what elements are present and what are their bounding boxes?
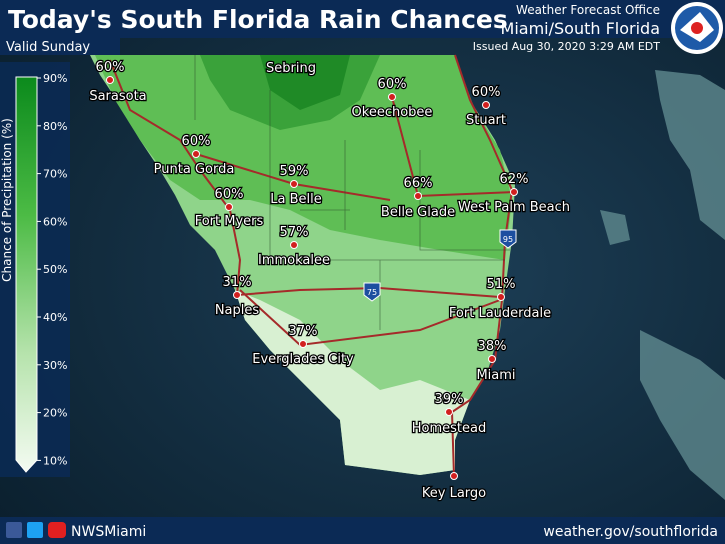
- city-name: Okeechobee: [352, 105, 433, 120]
- title: Today's South Florida Rain Chances: [8, 5, 508, 34]
- city-name: Sarasota: [89, 89, 146, 104]
- city-chance: 62%: [500, 172, 529, 187]
- legend-tick-label: 20%: [43, 407, 67, 420]
- interstate-75: 75: [363, 282, 381, 302]
- legend-tick-label: 10%: [43, 454, 67, 467]
- valid-bar: [0, 38, 120, 55]
- city-dot: [445, 408, 453, 416]
- region-label: Sebring: [266, 61, 316, 76]
- legend-tick-label: 80%: [43, 120, 67, 133]
- legend-tick-label: 90%: [43, 72, 67, 85]
- city-dot: [497, 293, 505, 301]
- city-name: Immokalee: [258, 253, 330, 268]
- valid: Valid Sunday: [6, 40, 90, 55]
- legend-tick-label: 60%: [43, 215, 67, 228]
- shield-label: 95: [503, 235, 513, 244]
- city-chance: 60%: [472, 85, 501, 100]
- city-chance: 60%: [182, 134, 211, 149]
- footer-bar: [0, 517, 725, 544]
- city-dot: [290, 180, 298, 188]
- rain-highest: [260, 55, 350, 110]
- city-dot: [414, 192, 422, 200]
- city-dot: [488, 355, 496, 363]
- city-dot: [192, 150, 200, 158]
- nws-logo: [671, 2, 723, 54]
- city-name: Naples: [215, 303, 260, 318]
- facebook-icon[interactable]: [6, 522, 22, 538]
- interstate-95: 95: [499, 229, 517, 249]
- city-name: La Belle: [270, 192, 321, 207]
- city-chance: 60%: [215, 187, 244, 202]
- city-name: Homestead: [412, 421, 486, 436]
- city-chance: 38%: [478, 339, 507, 354]
- city-chance: 66%: [404, 176, 433, 191]
- city-dot: [299, 340, 307, 348]
- city-dot: [225, 203, 233, 211]
- legend-label: Chance of Precipitation (%): [0, 118, 14, 282]
- city-chance: 51%: [487, 277, 516, 292]
- city-name: Belle Glade: [381, 205, 455, 220]
- city-dot: [290, 241, 298, 249]
- legend-bar: [15, 76, 38, 473]
- city-dot: [106, 76, 114, 84]
- city-chance: 59%: [280, 164, 309, 179]
- city-chance: 60%: [96, 60, 125, 75]
- city-dot: [482, 101, 490, 109]
- city-chance: 31%: [223, 275, 252, 290]
- roads: [109, 54, 516, 477]
- city-dot: [510, 188, 518, 196]
- islands: [600, 70, 725, 500]
- city-chance: 60%: [378, 77, 407, 92]
- city-name: Fort Lauderdale: [449, 306, 551, 321]
- city-name: Punta Gorda: [154, 162, 235, 177]
- city-name: West Palm Beach: [458, 200, 570, 215]
- url[interactable]: weather.gov/southflorida: [543, 524, 718, 540]
- city-name: Everglades City: [252, 352, 354, 367]
- region: Miami/South Florida: [501, 19, 660, 38]
- city-dot: [388, 93, 396, 101]
- legend-tick-label: 70%: [43, 168, 67, 181]
- legend-tick-label: 30%: [43, 359, 67, 372]
- office: Weather Forecast Office: [516, 3, 660, 17]
- youtube-icon[interactable]: [48, 522, 66, 538]
- city-name: Miami: [476, 368, 515, 383]
- city-dot: [233, 291, 241, 299]
- city-name: Fort Myers: [195, 214, 264, 229]
- shield-label: 75: [367, 288, 377, 297]
- legend-tick-label: 50%: [43, 263, 67, 276]
- county-lines: [194, 55, 510, 330]
- twitter-icon[interactable]: [27, 522, 43, 538]
- city-dot: [450, 472, 458, 480]
- city-name: Key Largo: [422, 486, 486, 501]
- city-chance: 37%: [289, 324, 318, 339]
- legend-tick-label: 40%: [43, 311, 67, 324]
- city-chance: 57%: [280, 225, 309, 240]
- city-chance: 39%: [435, 392, 464, 407]
- handle: NWSMiami: [71, 524, 146, 540]
- rain-low: [235, 290, 470, 475]
- rain-high: [95, 55, 512, 260]
- title-bar: [0, 0, 725, 38]
- issued: Issued Aug 30, 2020 3:29 AM EDT: [473, 40, 661, 53]
- city-name: Stuart: [466, 113, 506, 128]
